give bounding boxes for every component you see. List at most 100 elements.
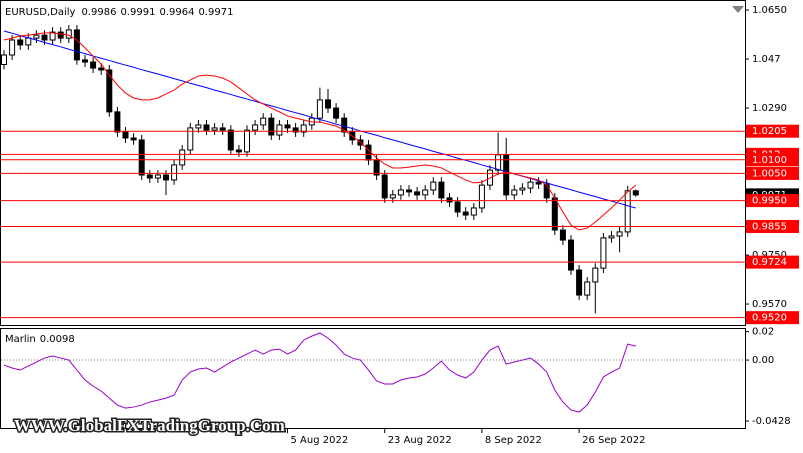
candle-body: [252, 124, 259, 131]
candle-body: [462, 211, 469, 216]
candle-body: [300, 124, 307, 133]
candle-body: [365, 144, 372, 161]
candle-body: [600, 237, 607, 269]
candle-body: [284, 124, 291, 129]
candle-body: [49, 31, 56, 41]
open-value: 0.9986: [81, 7, 116, 18]
candle-body: [98, 67, 105, 71]
candle-body: [535, 181, 542, 185]
candle-body: [584, 281, 591, 296]
candle-body: [632, 190, 639, 196]
candle-body: [244, 129, 250, 153]
level-label: 1.0100: [752, 155, 787, 166]
candle-body: [373, 159, 380, 176]
candle-body: [316, 99, 323, 119]
symbol: EURUSD,Daily: [5, 7, 76, 18]
level-label: 0.9724: [752, 257, 787, 268]
candle-body: [568, 239, 574, 271]
candle-body: [478, 184, 485, 209]
candle-body: [454, 201, 461, 213]
x-tick-label: 8 Sep 2022: [485, 435, 542, 446]
level-label: 0.9855: [752, 221, 787, 232]
candle-body: [138, 139, 145, 176]
candle-body: [624, 190, 631, 233]
candle-body: [422, 189, 429, 196]
candle-body: [235, 149, 242, 153]
candle-body: [325, 99, 331, 109]
y-tick-label: 0.9750: [752, 250, 787, 261]
level-label: 0.9520: [752, 313, 787, 324]
level-label-box: [746, 311, 799, 325]
level-label-box: [746, 194, 799, 208]
candle-body: [333, 107, 340, 119]
y-tick-label: -0.0428: [752, 416, 791, 427]
level-label-box: [746, 219, 799, 233]
candle-body: [154, 174, 161, 179]
candle-body: [414, 191, 421, 196]
candle-body: [171, 164, 178, 181]
candle-body: [519, 187, 526, 191]
scroll-icon: [732, 6, 744, 13]
y-tick-label: 1.0290: [752, 103, 787, 114]
price-panel: [0, 0, 746, 326]
candle-body: [33, 34, 40, 39]
candle-body: [163, 174, 169, 181]
level-label: 1.0050: [752, 168, 787, 179]
candle-body: [211, 127, 218, 131]
candle-body: [260, 117, 267, 126]
indicator-name: Marlin: [5, 334, 36, 345]
candle-body: [576, 269, 583, 296]
candle-body: [551, 197, 558, 231]
candle-body: [41, 34, 48, 41]
candle-body: [187, 127, 194, 151]
low-value: 0.9964: [159, 7, 194, 18]
moving-average: [3, 30, 636, 209]
candle-body: [9, 39, 16, 56]
candle-body: [543, 183, 550, 199]
level-label-box: [746, 166, 799, 180]
candle-body: [122, 131, 129, 139]
candle-body: [146, 174, 153, 179]
indicator-header: Marlin 0.0098: [5, 334, 75, 345]
level-label-box: [746, 255, 799, 269]
candle-body: [106, 69, 113, 113]
indicator-line: [3, 332, 636, 413]
candle-body: [559, 229, 566, 241]
close-value: 0.9971: [198, 7, 233, 18]
x-tick-label: 23 Aug 2022: [388, 435, 452, 446]
x-tick-label: 5 Aug 2022: [291, 435, 349, 446]
y-tick-label: 0.00: [752, 355, 774, 366]
candle-body: [82, 59, 88, 63]
moving-average: [3, 32, 637, 231]
chart-header: EURUSD,Daily 0.9986 0.9991 0.9964 0.9971: [5, 7, 233, 18]
candle-body: [90, 61, 97, 69]
candle-body: [203, 124, 210, 131]
candle-body: [276, 124, 283, 136]
candle-body: [430, 181, 437, 191]
high-value: 0.9991: [120, 7, 155, 18]
candle-body: [57, 31, 64, 39]
candle-body: [389, 194, 396, 199]
x-tick-label: 26 Sep 2022: [582, 435, 645, 446]
candle-body: [195, 124, 202, 129]
candle-body: [130, 137, 137, 141]
candle-body: [292, 127, 299, 133]
y-tick-label: 1.0650: [752, 5, 787, 16]
candle-body: [268, 117, 275, 136]
candle-body: [495, 154, 502, 171]
candle-body: [511, 189, 518, 196]
candle-body: [397, 189, 404, 196]
candle-body: [73, 29, 80, 61]
candle-body: [446, 197, 453, 203]
candle-body: [179, 149, 186, 166]
watermark: WWW.GlobalFXTradingGroup.Com: [14, 416, 285, 435]
candle-body: [17, 39, 24, 46]
y-tick-label: 1.047: [752, 54, 781, 65]
level-label: 0.9950: [752, 196, 787, 207]
level-label-box: [746, 124, 799, 138]
y-tick-label: 0.02: [752, 327, 774, 338]
candle-body: [341, 117, 348, 133]
candle-body: [406, 189, 412, 193]
candle-body: [503, 154, 510, 196]
candle-body: [608, 235, 615, 239]
